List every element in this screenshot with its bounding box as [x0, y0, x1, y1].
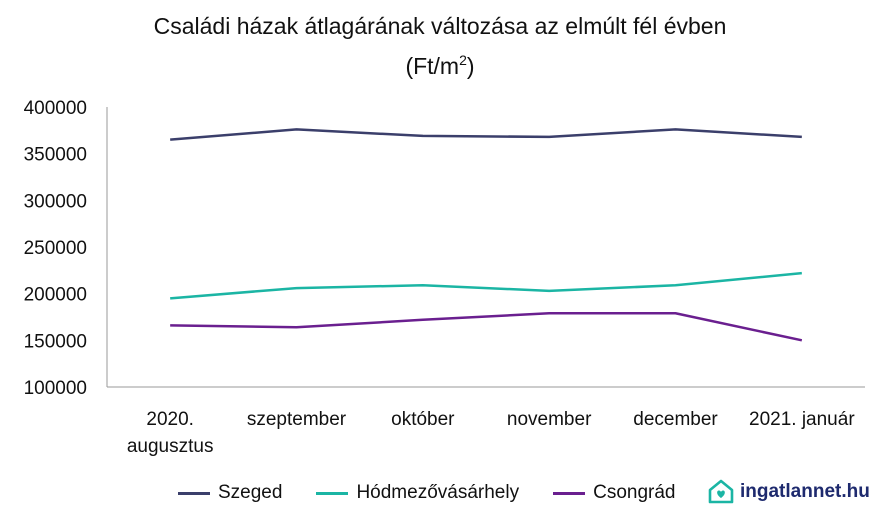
brand-logo: ingatlannet .hu	[706, 477, 870, 507]
series-line-csongrad	[170, 312, 803, 342]
legend-label: Szeged	[218, 482, 283, 503]
brand-tld: .hu	[841, 481, 870, 502]
subtitle-sup: 2	[459, 52, 467, 68]
x-tick-label: október	[391, 409, 455, 430]
subtitle-prefix: (Ft/m	[405, 53, 459, 79]
y-tick-label: 400000	[24, 98, 87, 119]
y-tick-label: 350000	[24, 145, 87, 166]
y-tick-label: 300000	[24, 191, 87, 212]
y-tick-label: 100000	[24, 378, 87, 399]
legend-swatch	[316, 491, 349, 495]
legend-swatch	[178, 491, 210, 495]
brand-name: ingatlannet	[740, 481, 842, 502]
legend: Szeged Hódmezővásárhely Csongrád	[178, 478, 709, 508]
legend-label: Hódmezővásárhely	[356, 482, 520, 503]
series-line-szeged	[170, 128, 802, 141]
y-tick-label: 250000	[24, 238, 87, 259]
y-tick-labels: 400000 350000 300000 250000 200000 150000 1000…	[24, 98, 87, 399]
x-tick-label: 2021. január	[749, 409, 855, 430]
y-tick-label: 150000	[24, 331, 87, 352]
x-tick-labels: 2020. augusztus szeptember október november d…	[127, 409, 855, 457]
house-heart-icon	[708, 479, 734, 504]
subtitle-suffix: )	[467, 53, 475, 79]
legend-label: Csongrád	[593, 482, 676, 503]
line-chart: Családi házak átlagárának változása az e…	[24, 13, 865, 457]
legend-swatch	[553, 491, 586, 495]
series-line-hodmezovasarhely	[170, 271, 802, 300]
x-tick-label: november	[507, 409, 592, 430]
x-tick-label: 2020. augusztus	[127, 409, 214, 457]
legend-item-hodmezovasarhely: Hódmezővásárhely	[316, 482, 519, 504]
x-tick-label: szeptember	[247, 409, 347, 430]
chart-subtitle: (Ft/m2)	[405, 52, 474, 79]
chart-title: Családi házak átlagárának változása az e…	[154, 13, 727, 39]
y-tick-label: 200000	[24, 285, 87, 306]
legend-item-csongrad: Csongrád	[553, 482, 675, 504]
series-lines	[170, 128, 803, 342]
axes	[106, 107, 865, 388]
legend-item-szeged: Szeged	[178, 482, 282, 504]
x-tick-label: december	[633, 409, 718, 430]
